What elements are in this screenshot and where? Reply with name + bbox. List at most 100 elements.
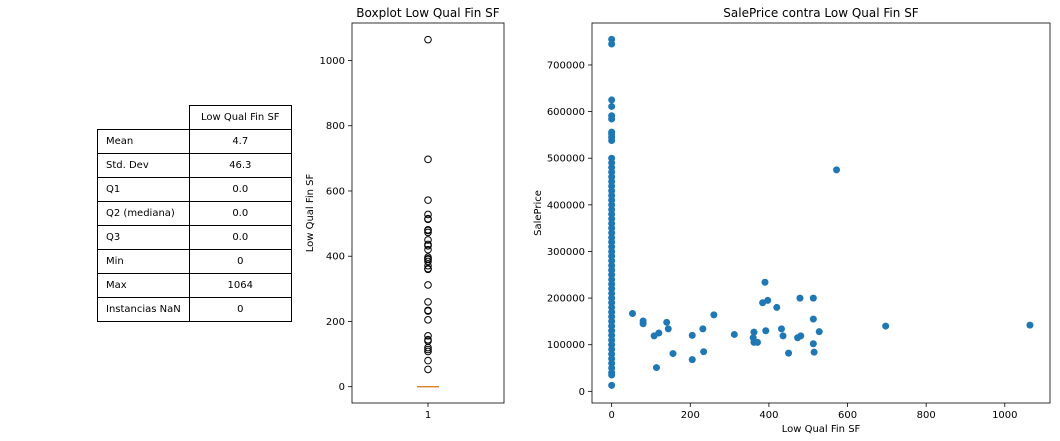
table-row: Std. Dev 46.3 <box>97 153 292 178</box>
outlier-point <box>424 155 432 164</box>
table-row: Max 1064 <box>97 273 292 298</box>
outlier-point <box>424 257 432 266</box>
scatter-point <box>809 294 817 302</box>
y-tick-label: 200 <box>326 317 345 328</box>
table-row: Q3 0.0 <box>97 225 292 250</box>
x-tick-label: 400 <box>759 410 778 421</box>
outlier-point <box>424 316 432 324</box>
outlier-point <box>424 345 432 354</box>
y-tick-label: 200000 <box>547 294 585 305</box>
outlier-point <box>424 265 432 274</box>
boxplot-title: Boxplot Low Qual Fin SF <box>356 6 500 20</box>
scatter-point <box>608 136 616 144</box>
outlier-point <box>424 241 432 250</box>
row-value: 0.0 <box>188 201 292 226</box>
scatter-point <box>750 328 758 336</box>
scatter-y-axis-label: SalePrice <box>533 190 544 236</box>
scatter-point <box>700 348 708 356</box>
x-tick-label: 1000 <box>992 410 1017 421</box>
scatter-point <box>664 325 672 333</box>
scatter-point <box>833 166 841 174</box>
x-tick-label: 1 <box>425 410 431 421</box>
summary-statistics-table: Low Qual Fin SF Mean 4.7 Std. Dev 46.3 Q1 0.0… <box>97 105 292 322</box>
scatter-title: SalePrice contra Low Qual Fin SF <box>723 6 919 20</box>
y-tick-label: 400 <box>326 252 345 263</box>
scatter-point <box>754 338 762 346</box>
outlier-point <box>424 35 432 44</box>
outlier-point <box>424 196 432 204</box>
row-value: 0 <box>188 249 292 274</box>
scatter-point <box>777 325 785 333</box>
outlier-point <box>424 245 432 254</box>
scatter-point <box>796 294 804 302</box>
y-tick-label: 400000 <box>547 200 585 211</box>
scatter-point <box>785 349 793 357</box>
y-tick-label: 100000 <box>547 340 585 351</box>
scatter-point <box>608 102 616 110</box>
outlier-point <box>424 356 432 365</box>
y-tick-label: 800 <box>326 121 345 132</box>
table-row: Instancias NaN 0 <box>97 297 292 322</box>
outlier-point <box>424 215 432 224</box>
scatter-point <box>628 309 636 317</box>
scatter-point <box>669 350 677 358</box>
scatter-point <box>608 40 616 48</box>
row-label: Q1 <box>97 177 190 202</box>
scatter-point <box>762 327 770 335</box>
scatter-point <box>608 115 616 123</box>
y-tick-label: 1000 <box>320 56 345 67</box>
row-value: 0 <box>188 297 292 322</box>
outlier-point <box>424 226 432 235</box>
scatter-point <box>608 96 616 104</box>
scatter-point <box>773 303 781 311</box>
outlier-point <box>424 228 432 237</box>
outlier-point <box>424 281 432 289</box>
x-tick-label: 200 <box>681 410 700 421</box>
scatter-point <box>797 332 805 340</box>
scatter-point <box>652 364 660 372</box>
table-row: Min 0 <box>97 249 292 274</box>
outlier-point <box>424 261 432 270</box>
scatter-point <box>779 332 787 340</box>
scatter-point <box>761 278 769 286</box>
row-label: Q3 <box>97 225 190 250</box>
scatter-x-axis-label: Low Qual Fin SF <box>782 424 861 435</box>
scatter-point <box>730 330 738 338</box>
outlier-point <box>424 365 432 374</box>
outlier-point <box>424 210 432 219</box>
scatter-point <box>608 381 616 389</box>
scatter-point <box>663 318 671 326</box>
row-label: Instancias NaN <box>97 297 190 322</box>
y-tick-label: 700000 <box>547 60 585 71</box>
outlier-point <box>424 347 432 356</box>
scatter-point <box>815 328 823 336</box>
scatter-point <box>809 340 817 348</box>
scatter-point <box>764 296 772 304</box>
row-value: 46.3 <box>188 153 292 178</box>
scatter-point <box>688 356 696 364</box>
scatter-point <box>810 348 818 356</box>
outlier-point <box>424 343 432 352</box>
scatter-point <box>809 315 817 323</box>
x-tick-label: 800 <box>917 410 936 421</box>
y-tick-label: 600 <box>326 186 345 197</box>
scatter-point <box>710 311 718 319</box>
y-tick-label: 300000 <box>547 247 585 258</box>
scatter-point <box>655 329 663 337</box>
scatter-chart: SalePrice contra Low Qual Fin SF Low Qual… <box>533 6 1051 435</box>
outlier-point <box>424 236 432 244</box>
outlier-point <box>424 307 432 315</box>
scatter-point <box>688 331 696 339</box>
scatter-point <box>699 325 707 333</box>
outlier-point <box>424 298 432 306</box>
y-tick-label: 0 <box>339 382 345 393</box>
boxplot-chart: Boxplot Low Qual Fin SF Low Qual Fin SF 0 2… <box>305 6 505 421</box>
table-row: Q2 (mediana) 0.0 <box>97 201 292 226</box>
x-tick-label: 600 <box>838 410 857 421</box>
scatter-point <box>608 371 616 379</box>
scatter-point <box>882 322 890 330</box>
y-tick-label: 500000 <box>547 154 585 165</box>
x-tick-label: 0 <box>608 410 614 421</box>
y-tick-label: 0 <box>579 387 585 398</box>
